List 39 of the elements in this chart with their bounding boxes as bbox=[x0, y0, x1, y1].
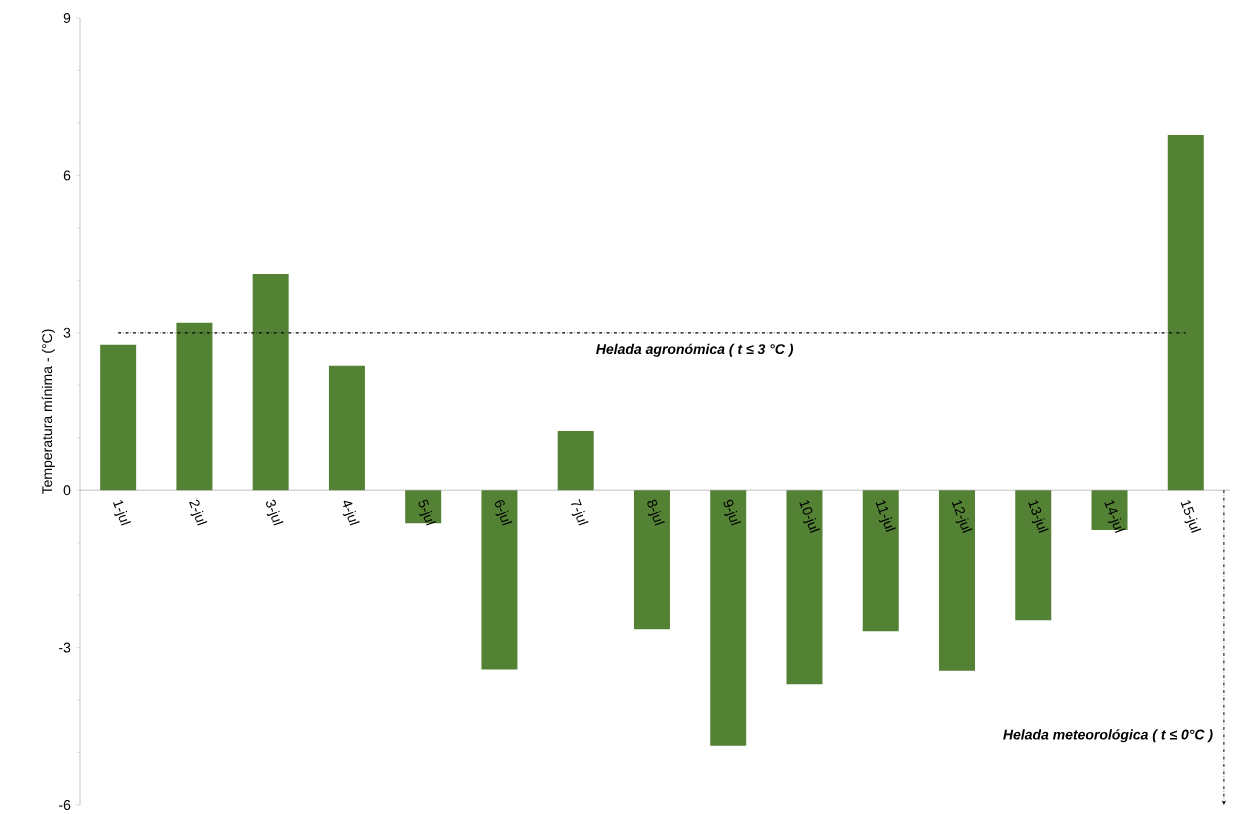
bar bbox=[557, 430, 594, 491]
bar bbox=[1091, 490, 1128, 531]
y-tick-label: 6 bbox=[63, 170, 71, 181]
x-tick-label: 12-jul bbox=[951, 500, 973, 533]
bar bbox=[1015, 490, 1052, 621]
bar bbox=[939, 490, 975, 671]
y-tick-label: -6 bbox=[59, 800, 71, 810]
x-tick-label: 3-jul bbox=[266, 499, 284, 526]
bar bbox=[252, 274, 289, 491]
bar bbox=[862, 490, 899, 632]
bar bbox=[1167, 134, 1204, 491]
bar bbox=[786, 490, 823, 685]
x-tick-label: 6-jul bbox=[494, 500, 513, 526]
y-tick-label: 9 bbox=[63, 13, 71, 23]
x-tick-label: 5-jul bbox=[418, 499, 436, 526]
x-tick-label: 2-jul bbox=[189, 499, 208, 526]
x-tick-label: 15-jul bbox=[1180, 500, 1202, 533]
bar bbox=[481, 490, 518, 670]
x-tick-label: 11-jul bbox=[875, 500, 896, 532]
ref-line-label: Helada agronómica ( t ≤ 3 °C ) bbox=[596, 343, 794, 357]
y-tick-label: -3 bbox=[59, 642, 71, 653]
bar bbox=[100, 344, 137, 491]
bar bbox=[633, 490, 670, 630]
bar bbox=[176, 322, 213, 491]
x-tick-label: 13-jul bbox=[1028, 500, 1049, 533]
y-axis-title: Temperatura mínima - (°C) bbox=[41, 329, 55, 495]
x-tick-label: 10-jul bbox=[799, 500, 820, 533]
y-tick-label: 0 bbox=[63, 485, 71, 496]
x-tick-label: 4-jul bbox=[342, 500, 360, 526]
annotation: Helada meteorológica ( t ≤ 0°C ) bbox=[1003, 729, 1213, 743]
x-tick-label: 7-jul bbox=[571, 499, 589, 526]
bar bbox=[405, 490, 442, 524]
y-tick-label: 3 bbox=[63, 327, 71, 338]
x-tick-label: 9-jul bbox=[723, 499, 741, 526]
x-tick-label: 14-jul bbox=[1104, 500, 1125, 533]
x-tick-label: 8-jul bbox=[647, 499, 665, 526]
bar bbox=[328, 365, 365, 491]
x-tick-label: 1-jul bbox=[113, 500, 131, 526]
bar bbox=[710, 490, 747, 746]
